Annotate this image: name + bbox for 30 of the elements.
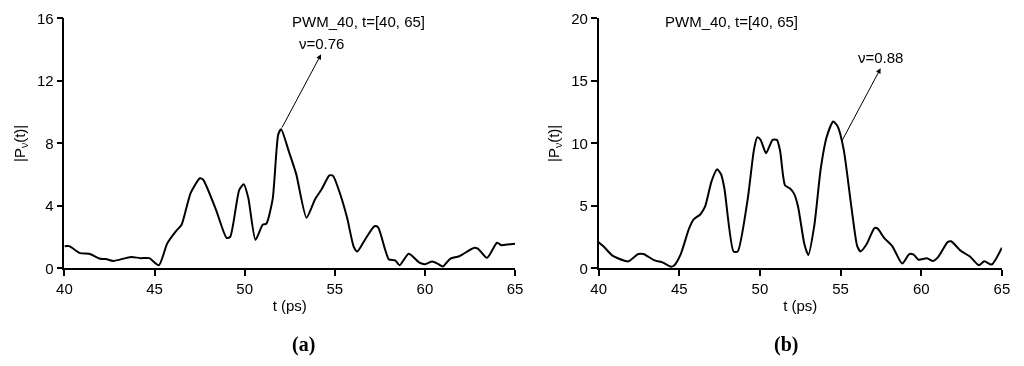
x-tick-label: 50 — [236, 280, 254, 298]
x-tick-label: 45 — [670, 280, 688, 298]
x-tick-label: 65 — [993, 280, 1011, 298]
y-tick-label: 8 — [45, 134, 54, 152]
x-tick-label: 40 — [590, 280, 608, 298]
x-axis-title: t (ps) — [272, 296, 307, 314]
annotation: ν=0.88 — [858, 49, 904, 66]
x-tick-label: 60 — [416, 280, 434, 298]
y-tick-label: 0 — [579, 259, 588, 277]
x-tick-label: 45 — [146, 280, 163, 298]
y-tick-label: 16 — [37, 9, 54, 27]
y-tick-label: 5 — [579, 197, 588, 215]
y-tick-label: 0 — [45, 259, 54, 277]
y-tick-label: 4 — [45, 197, 54, 215]
y-tick-label: 12 — [37, 72, 54, 90]
y-tick-label: 15 — [571, 72, 588, 90]
text: (b) — [774, 333, 799, 356]
y-tick-label: 10 — [571, 134, 588, 152]
x-tick-label: 55 — [832, 280, 849, 298]
x-tick-label: 60 — [912, 280, 930, 298]
x-axis-title: t (ps) — [783, 296, 818, 314]
text: (a) — [292, 333, 316, 356]
chart-title: PWM_40, t=[40, 65] — [665, 13, 798, 30]
chart-title: PWM_40, t=[40, 65] — [292, 13, 425, 30]
x-tick-label: 65 — [506, 280, 524, 298]
x-tick-label: 40 — [56, 280, 73, 298]
x-tick-label: 55 — [326, 280, 344, 298]
x-tick-label: 50 — [751, 280, 769, 298]
y-tick-label: 20 — [571, 9, 588, 27]
annotation: ν=0.76 — [299, 35, 345, 52]
